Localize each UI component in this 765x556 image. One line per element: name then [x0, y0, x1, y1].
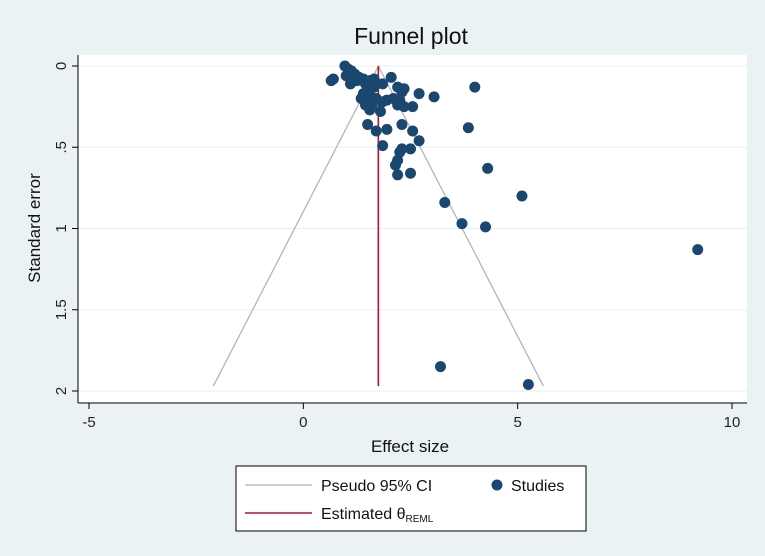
- x-tick-label-1: 0: [299, 414, 307, 431]
- study-point-33: [377, 96, 389, 108]
- y-tick-label-3: 1.5: [53, 299, 70, 320]
- study-point-16: [368, 81, 380, 93]
- study-point-56: [439, 197, 451, 208]
- x-axis-ticks: -5 0 5 10: [82, 403, 740, 431]
- legend-estimate-label-main: Estimated θ: [321, 506, 406, 523]
- study-point-14: [377, 78, 389, 90]
- study-point-11: [325, 75, 337, 87]
- study-point-52: [482, 162, 494, 174]
- legend-ci-label: Pseudo 95% CI: [321, 478, 432, 495]
- legend-studies-swatch: [491, 479, 503, 491]
- x-axis-title: Effect size: [371, 437, 449, 456]
- study-point-35: [398, 101, 410, 113]
- y-tick-label-4: 2: [53, 387, 70, 395]
- study-point-49: [405, 143, 416, 155]
- study-point-42: [381, 123, 393, 135]
- study-point-23: [469, 81, 481, 93]
- ci-lower-line: [212, 65, 379, 387]
- legend: Pseudo 95% CI Studies Estimated θREML: [235, 465, 587, 532]
- study-point-37: [364, 104, 376, 116]
- study-point-17: [385, 71, 397, 83]
- study-point-39: [396, 119, 408, 130]
- x-tick-label-0: -5: [82, 414, 95, 431]
- gridlines: [78, 65, 747, 392]
- y-tick-label-0: 0: [53, 62, 70, 70]
- y-tick-label-1: .5: [53, 141, 70, 154]
- x-tick-label-3: 10: [724, 414, 741, 431]
- legend-studies-label: Studies: [511, 478, 564, 495]
- y-tick-label-2: 1: [53, 224, 70, 232]
- study-point-60: [435, 361, 447, 373]
- study-point-43: [407, 125, 419, 137]
- study-point-38: [374, 106, 386, 117]
- study-point-22: [428, 91, 440, 103]
- chart-title: Funnel plot: [354, 23, 468, 49]
- study-point-45: [413, 135, 425, 147]
- study-point-61: [522, 379, 534, 390]
- study-point-9: [368, 73, 380, 85]
- legend-estimate-label: Estimated θREML: [321, 506, 434, 525]
- study-point-59: [692, 244, 704, 256]
- study-point-4: [340, 70, 352, 82]
- study-point-57: [456, 218, 468, 230]
- y-axis-ticks: 0 .5 1 1.5 2: [53, 62, 78, 395]
- study-points: [325, 60, 704, 390]
- study-point-12: [344, 78, 356, 90]
- study-point-21: [413, 88, 425, 100]
- study-point-51: [389, 159, 401, 171]
- study-point-40: [362, 119, 374, 130]
- study-point-46: [377, 140, 389, 152]
- study-point-58: [480, 221, 492, 233]
- study-point-53: [392, 169, 404, 181]
- legend-estimate-label-sub: REML: [405, 514, 433, 525]
- legend-box: [235, 465, 587, 532]
- study-point-36: [407, 101, 419, 113]
- study-point-54: [405, 167, 416, 179]
- study-point-55: [516, 190, 528, 202]
- y-axis-title: Standard error: [25, 173, 44, 283]
- x-tick-label-2: 5: [513, 414, 521, 431]
- study-point-41: [370, 125, 382, 137]
- study-point-44: [462, 122, 474, 134]
